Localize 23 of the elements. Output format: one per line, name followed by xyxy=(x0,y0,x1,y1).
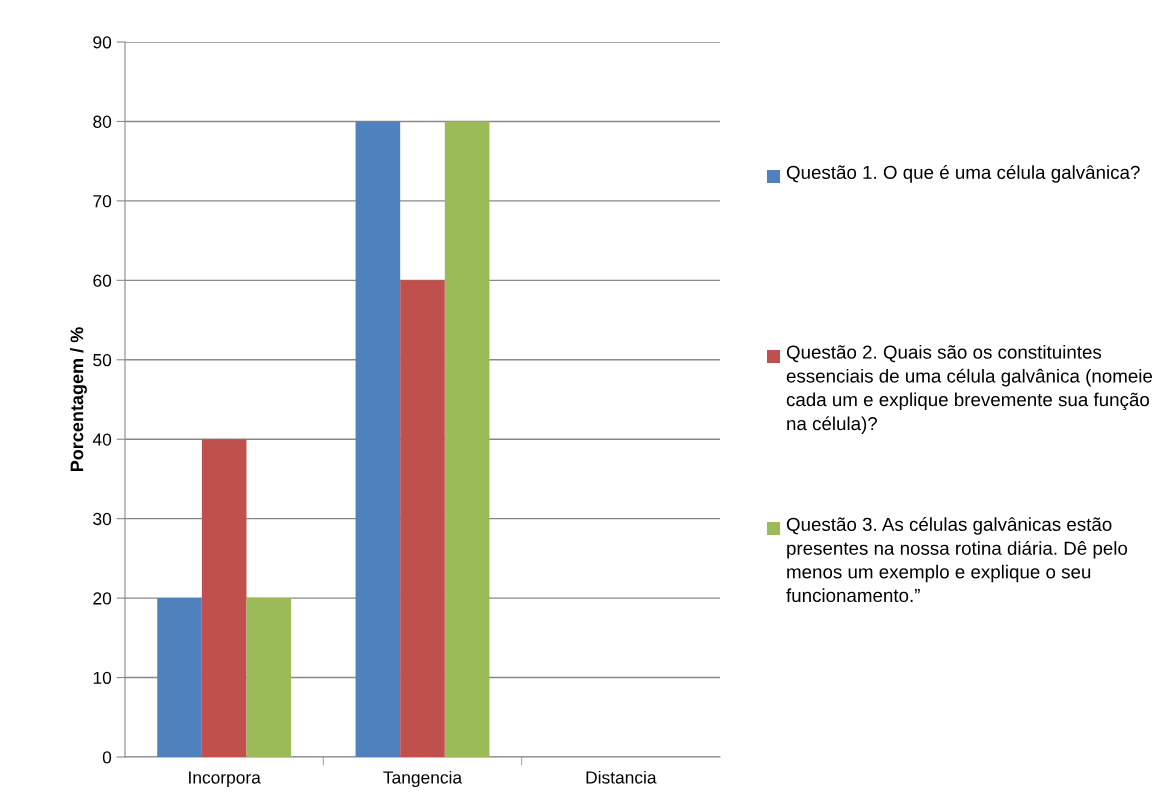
y-tick-label: 90 xyxy=(93,36,112,49)
legend-label: Questão 2. Quais são os constituintes essenciais de uma célula galvânica (nomeie cada um e explique brevemente sua função na célula)? xyxy=(786,345,1153,434)
legend-label: Questão 1. O que é uma célula galvânica? xyxy=(786,165,1140,183)
bar xyxy=(400,280,445,757)
x-tick-label: Tangencia xyxy=(383,770,463,788)
y-tick-label: 80 xyxy=(93,115,112,128)
bar xyxy=(201,439,247,757)
bar xyxy=(355,121,401,757)
bar xyxy=(444,121,490,757)
y-tick-label: 0 xyxy=(102,751,112,764)
bar xyxy=(246,598,292,757)
x-tick-label: Incorpora xyxy=(189,771,261,788)
y-tick-label: 30 xyxy=(93,512,112,526)
y-tick-label: 40 xyxy=(92,433,112,446)
x-tick-label: Distancia xyxy=(586,770,657,784)
y-tick-label: 70 xyxy=(93,195,112,208)
y-tick-label: 60 xyxy=(93,274,112,287)
y-axis-title: Porcentagem / % xyxy=(70,327,87,472)
y-tick-label: 50 xyxy=(93,353,112,367)
legend-label: Questão 3. As células galvânicas estão presentes na nossa rotina diária. Dê pelo menos um exemplo e explique o seu funcionamento.” xyxy=(786,517,1128,603)
y-tick-label: 10 xyxy=(93,671,112,685)
bar xyxy=(157,598,202,757)
y-tick-label: 20 xyxy=(93,592,112,605)
